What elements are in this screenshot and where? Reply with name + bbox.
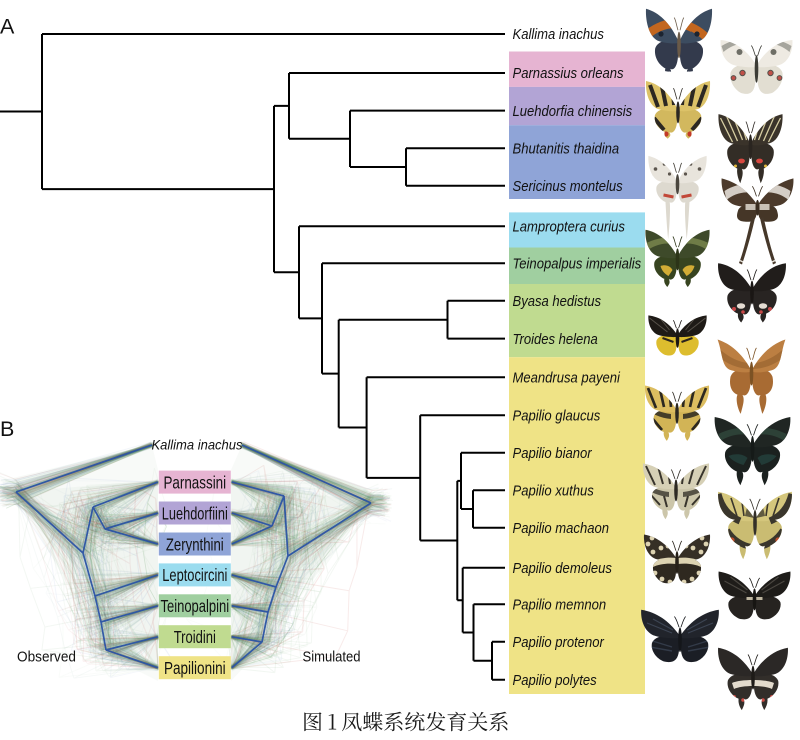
svg-text:Papilio polytes: Papilio polytes xyxy=(513,672,598,689)
svg-text:Leptocircini: Leptocircini xyxy=(162,565,227,585)
svg-text:Observed: Observed xyxy=(17,649,76,666)
svg-text:Papilio xuthus: Papilio xuthus xyxy=(513,482,595,499)
svg-text:Byasa hedistus: Byasa hedistus xyxy=(513,293,602,310)
svg-text:Kallima inachus: Kallima inachus xyxy=(513,26,605,43)
svg-text:Papilio protenor: Papilio protenor xyxy=(513,634,605,651)
svg-text:Parnassius orleans: Parnassius orleans xyxy=(513,65,624,82)
svg-text:Parnassini: Parnassini xyxy=(163,472,226,492)
svg-text:A: A xyxy=(0,15,15,39)
svg-text:Luehdorfia chinensis: Luehdorfia chinensis xyxy=(513,103,633,120)
svg-text:Teinopalpus imperialis: Teinopalpus imperialis xyxy=(513,255,642,272)
svg-text:Papilio bianor: Papilio bianor xyxy=(513,445,593,462)
svg-text:Papilio memnon: Papilio memnon xyxy=(513,596,607,613)
svg-text:Zerynthini: Zerynthini xyxy=(166,534,224,554)
svg-text:Meandrusa payeni: Meandrusa payeni xyxy=(513,369,621,386)
svg-text:Troides helena: Troides helena xyxy=(513,331,598,348)
svg-text:Lamproptera curius: Lamproptera curius xyxy=(513,218,626,235)
svg-text:Bhutanitis thaidina: Bhutanitis thaidina xyxy=(513,140,620,157)
svg-text:Papilio glaucus: Papilio glaucus xyxy=(513,407,601,424)
svg-text:Papilionini: Papilionini xyxy=(164,658,226,678)
svg-text:Luehdorfiini: Luehdorfiini xyxy=(162,503,228,523)
svg-text:Kallima inachus: Kallima inachus xyxy=(152,437,243,453)
svg-text:Papilio machaon: Papilio machaon xyxy=(513,520,610,537)
svg-text:Papilio demoleus: Papilio demoleus xyxy=(513,560,613,577)
svg-text:Simulated: Simulated xyxy=(303,649,361,666)
svg-text:Teinopalpini: Teinopalpini xyxy=(161,596,230,616)
svg-text:Sericinus montelus: Sericinus montelus xyxy=(513,178,624,195)
svg-text:B: B xyxy=(0,417,14,441)
svg-text:Troidini: Troidini xyxy=(174,627,216,647)
